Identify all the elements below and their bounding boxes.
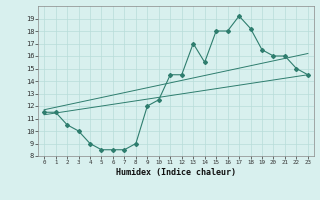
X-axis label: Humidex (Indice chaleur): Humidex (Indice chaleur) xyxy=(116,168,236,177)
